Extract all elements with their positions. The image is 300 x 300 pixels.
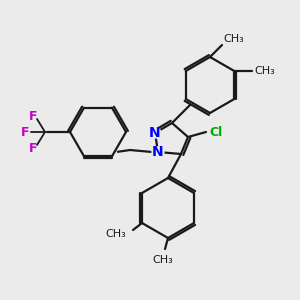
Text: Cl: Cl: [209, 125, 223, 139]
Text: CH₃: CH₃: [254, 66, 275, 76]
Ellipse shape: [152, 147, 164, 157]
Ellipse shape: [149, 128, 161, 138]
Text: N: N: [149, 126, 161, 140]
Ellipse shape: [208, 127, 224, 137]
Text: N: N: [152, 145, 164, 159]
Text: F: F: [21, 125, 29, 139]
Text: CH₃: CH₃: [153, 255, 173, 265]
Text: F: F: [29, 142, 37, 154]
Text: F: F: [29, 110, 37, 122]
Text: CH₃: CH₃: [105, 229, 126, 239]
Text: CH₃: CH₃: [223, 34, 244, 44]
